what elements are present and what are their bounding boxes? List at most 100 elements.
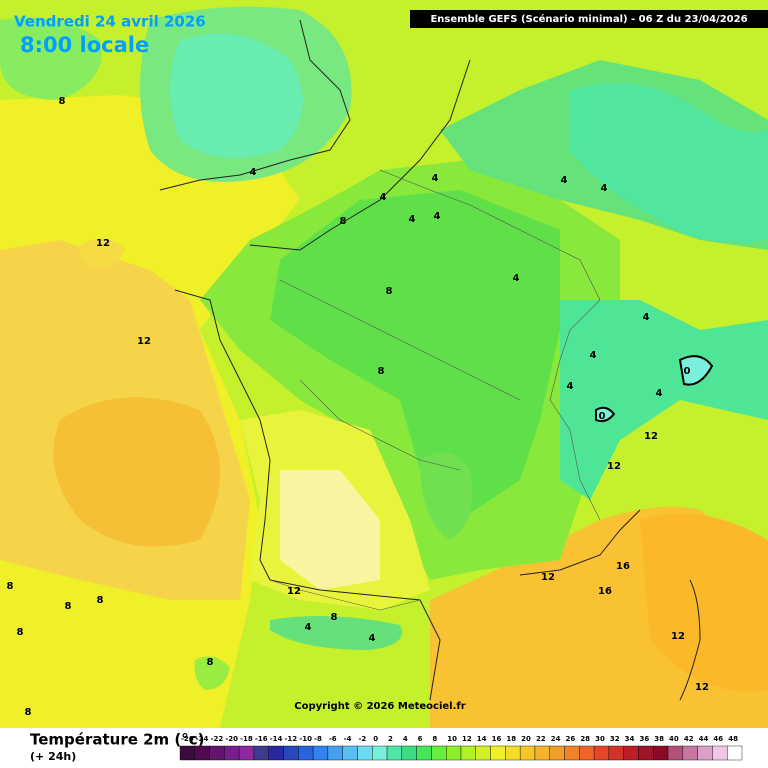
scale-label: 44 [699,735,709,743]
color-swatch [593,745,610,761]
contour-label: 8 [25,707,32,718]
color-swatch [534,745,550,761]
local-time: 8:00 locale [20,33,149,57]
scale-label: 32 [610,735,620,743]
color-swatch [283,745,299,761]
scale-label: 26 [566,735,576,743]
color-swatch [549,745,565,761]
scale-label: 22 [536,735,546,743]
scale-label: 20 [521,735,531,743]
color-swatch [505,745,521,761]
contour-label: 4 [601,183,608,194]
color-swatch [653,745,669,761]
color-swatch [238,745,255,761]
scale-label: 34 [625,735,635,743]
color-swatch [253,745,269,761]
contour-label: 4 [305,622,312,633]
color-swatch [268,745,284,761]
scale-label: 48 [728,735,738,743]
scale-label: 18 [506,735,516,743]
color-swatch [712,745,728,761]
scale-label: -8 [314,735,322,743]
color-swatch [372,745,388,761]
color-swatch [727,745,743,761]
legend-title: Température 2m (°c) [30,731,205,749]
run-info: Ensemble GEFS (Scénario minimal) - 06 Z … [430,13,747,25]
contour-label: 8 [331,612,338,623]
contour-label: 8 [97,595,104,606]
scale-label: -6 [329,735,337,743]
borders [269,169,601,611]
color-swatch [431,745,447,761]
color-swatch [224,745,240,761]
contour-label: 4 [590,350,597,361]
map-background [0,0,768,728]
copyright: Copyright © 2026 Meteociel.fr [294,701,465,712]
contour-labels: 8 4 12 12 8 4 4 4 4 4 4 4 8 8 4 4 4 4 0 0 12 12 12 16 16 12 8 4 4 8 8 8… [7,96,709,718]
run-box [410,10,768,28]
contour-label: 12 [96,238,110,249]
scale-label: 28 [580,735,590,743]
scale-label: 2 [388,735,393,743]
scale-label: -4 [344,735,352,743]
color-swatch [460,745,476,761]
contour-label: 12 [695,682,709,693]
contour-label: 12 [287,586,301,597]
contour-label: 4 [434,211,441,222]
color-swatch [357,745,373,761]
color-swatch [401,745,417,761]
contour-label: 4 [380,192,387,203]
scale-label: -16 [255,735,268,743]
scale-label: 40 [669,735,679,743]
contour-label: 0 [599,411,606,422]
contour-label: 4 [643,312,650,323]
scale-label: 8 [432,735,437,743]
forecast-date: Vendredi 24 avril 2026 [14,13,206,31]
color-swatch [298,745,314,761]
contour-label: 4 [409,214,416,225]
scale-label: 46 [713,735,723,743]
scale-label: 4 [403,735,408,743]
contour-label: 8 [386,286,393,297]
scale-label: 14 [477,735,487,743]
contour-label: 8 [340,216,347,227]
contour-label: 4 [432,173,439,184]
color-swatch [519,745,536,761]
contour-label: 8 [207,657,214,668]
color-swatch [697,745,713,761]
color-swatch [446,745,462,761]
scale-label: -14 [270,735,283,743]
contour-label: 8 [17,627,24,638]
color-swatch [564,745,580,761]
scale-label: 24 [551,735,561,743]
contour-label: 12 [671,631,685,642]
scale-label: 42 [684,735,694,743]
scale-label: 12 [462,735,472,743]
color-swatch [623,745,639,761]
scale-label: 10 [447,735,457,743]
scale-label: -18 [240,735,253,743]
scale-label: 36 [639,735,649,743]
color-scale: -26 -24 -22 -20 -18 -16 -14 -12 -10 -8 -6 -4 -2 0 2 4 6 8… [179,735,743,761]
contour-label: 12 [644,431,658,442]
scale-label: -22 [211,735,224,743]
color-swatch [209,745,225,761]
color-swatch [416,745,432,761]
contour-label: 12 [137,336,151,347]
color-swatch [386,745,403,761]
contour-label: 4 [369,633,376,644]
contour-label: 4 [656,388,663,399]
contour-label: 8 [65,601,72,612]
contour-label: 4 [513,273,520,284]
color-swatch [312,745,329,761]
contour-label: 4 [567,381,574,392]
scale-label: 30 [595,735,605,743]
scale-label: 0 [373,735,378,743]
contour-label: 0 [684,366,691,377]
contour-label: 8 [7,581,14,592]
color-swatch [579,745,595,761]
scale-label: 16 [492,735,502,743]
scale-label: -20 [225,735,238,743]
contour-label: 12 [541,572,555,583]
